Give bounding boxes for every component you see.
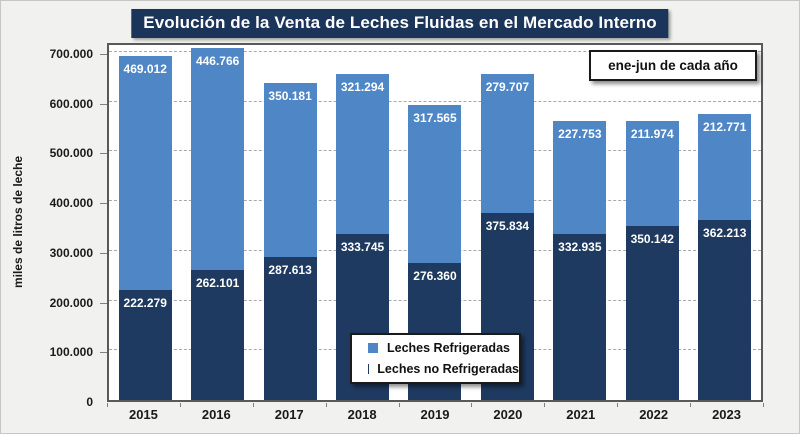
bar-segment: 321.294 xyxy=(336,74,390,235)
x-tick-label: 2023 xyxy=(712,407,741,422)
x-tick-mark xyxy=(179,403,181,407)
y-tick-mark xyxy=(100,252,107,254)
x-tick-label: 2017 xyxy=(274,407,304,422)
bar-value-label: 262.101 xyxy=(195,275,240,290)
y-tick-mark xyxy=(100,103,107,105)
bar-value-label: 469.012 xyxy=(123,62,167,77)
x-tick-mark xyxy=(544,403,546,407)
y-tick-label: 0 xyxy=(86,395,93,409)
x-tick-mark xyxy=(325,403,327,407)
bar-value-label: 317.565 xyxy=(413,110,457,125)
bar-value-label: 276.360 xyxy=(413,268,457,283)
gridline xyxy=(109,100,761,102)
y-tick-label: 500.000 xyxy=(49,146,93,161)
x-tick-label: 2022 xyxy=(639,407,669,422)
y-tick-label: 100.000 xyxy=(49,345,93,360)
bar-group-2017: 350.181 287.613 xyxy=(254,45,326,400)
legend: Leches Refrigeradas Leches no Refrigerad… xyxy=(350,333,521,384)
gridline xyxy=(109,51,761,52)
legend-entry-refrigeradas: Leches Refrigeradas xyxy=(368,341,519,355)
x-tick-mark xyxy=(107,403,108,407)
y-tick-label: 300.000 xyxy=(49,245,93,260)
x-tick-label: 2020 xyxy=(493,407,523,422)
bar-value-label: 375.834 xyxy=(485,219,530,234)
x-tick-mark xyxy=(617,403,619,407)
bar-group-2015: 469.012 222.279 xyxy=(109,45,181,400)
bar-segment: 446.766 xyxy=(191,47,245,270)
bar-value-label: 227.753 xyxy=(558,127,602,142)
chart-title: Evolución de la Venta de Leches Fluidas … xyxy=(131,9,669,38)
bar-value-label: 362.213 xyxy=(703,225,747,240)
bar-segment: 262.101 xyxy=(191,269,245,400)
x-tick-mark xyxy=(763,403,764,407)
bar-group-2018: 321.294 333.745 xyxy=(326,45,398,400)
y-tick-label: 400.000 xyxy=(49,196,93,211)
bar-value-label: 332.935 xyxy=(558,240,602,255)
bar-value-label: 279.707 xyxy=(485,80,530,95)
bar-value-label: 333.745 xyxy=(340,240,385,255)
x-tick-mark xyxy=(252,403,254,407)
bar-segment: 350.142 xyxy=(625,225,679,400)
x-tick-mark xyxy=(690,403,692,407)
bar-segment: 211.974 xyxy=(625,120,679,226)
legend-entry-no-refrigeradas: Leches no Refrigeradas xyxy=(368,362,519,376)
y-tick-mark xyxy=(100,203,107,205)
bar-segment: 287.613 xyxy=(263,257,317,400)
bar-segment: 350.181 xyxy=(263,82,317,258)
bar-value-label: 446.766 xyxy=(195,53,240,68)
x-tick-label: 2016 xyxy=(201,407,231,422)
bar-value-label: 350.181 xyxy=(268,88,312,103)
y-tick-mark xyxy=(100,54,107,55)
bar-segment: 317.565 xyxy=(408,104,462,263)
bar-segment: 279.707 xyxy=(480,74,534,214)
y-tick-mark xyxy=(100,352,107,354)
bar-value-label: 212.771 xyxy=(703,120,747,135)
bar-segment: 362.213 xyxy=(698,219,752,400)
legend-label: Leches no Refrigeradas xyxy=(377,362,519,376)
y-tick-label: 200.000 xyxy=(49,295,93,310)
y-tick-label: 700.000 xyxy=(49,47,93,61)
plot-area: 469.012 222.279 446.766 262.101 350.181 287.6… xyxy=(107,43,763,402)
bar-value-label: 350.142 xyxy=(630,231,674,246)
bar-segment: 227.753 xyxy=(553,121,607,235)
x-tick-label: 2021 xyxy=(566,407,596,422)
bar-value-label: 211.974 xyxy=(630,126,674,141)
y-tick-mark xyxy=(100,153,107,155)
y-tick-label: 600.000 xyxy=(49,96,93,111)
bar-value-label: 287.613 xyxy=(268,263,312,278)
bar-group-2016: 446.766 262.101 xyxy=(181,45,253,400)
bar-segment: 212.771 xyxy=(698,114,752,220)
x-tick-mark xyxy=(471,403,473,407)
x-tick-label: 2018 xyxy=(347,407,377,422)
bar-group-2023: 212.771 362.213 xyxy=(689,45,761,400)
bar-segment: 222.279 xyxy=(118,289,172,400)
bar-value-label: 222.279 xyxy=(123,295,167,310)
y-tick-mark xyxy=(100,302,107,304)
bar-group-2021: 227.753 332.935 xyxy=(544,45,616,400)
bar-series-container: 469.012 222.279 446.766 262.101 350.181 287.6… xyxy=(109,45,761,400)
bar-segment: 469.012 xyxy=(118,56,172,290)
bar-value-label: 321.294 xyxy=(340,80,385,95)
legend-label: Leches Refrigeradas xyxy=(387,341,510,355)
bar-segment: 332.935 xyxy=(553,234,607,400)
annotation-box: ene-jun de cada año xyxy=(589,50,757,81)
x-tick-label: 2019 xyxy=(420,407,450,422)
bar-group-2022: 211.974 350.142 xyxy=(616,45,688,400)
legend-swatch-light-blue-icon xyxy=(368,343,378,353)
x-tick-label: 2015 xyxy=(128,407,158,422)
x-tick-mark xyxy=(398,403,400,407)
